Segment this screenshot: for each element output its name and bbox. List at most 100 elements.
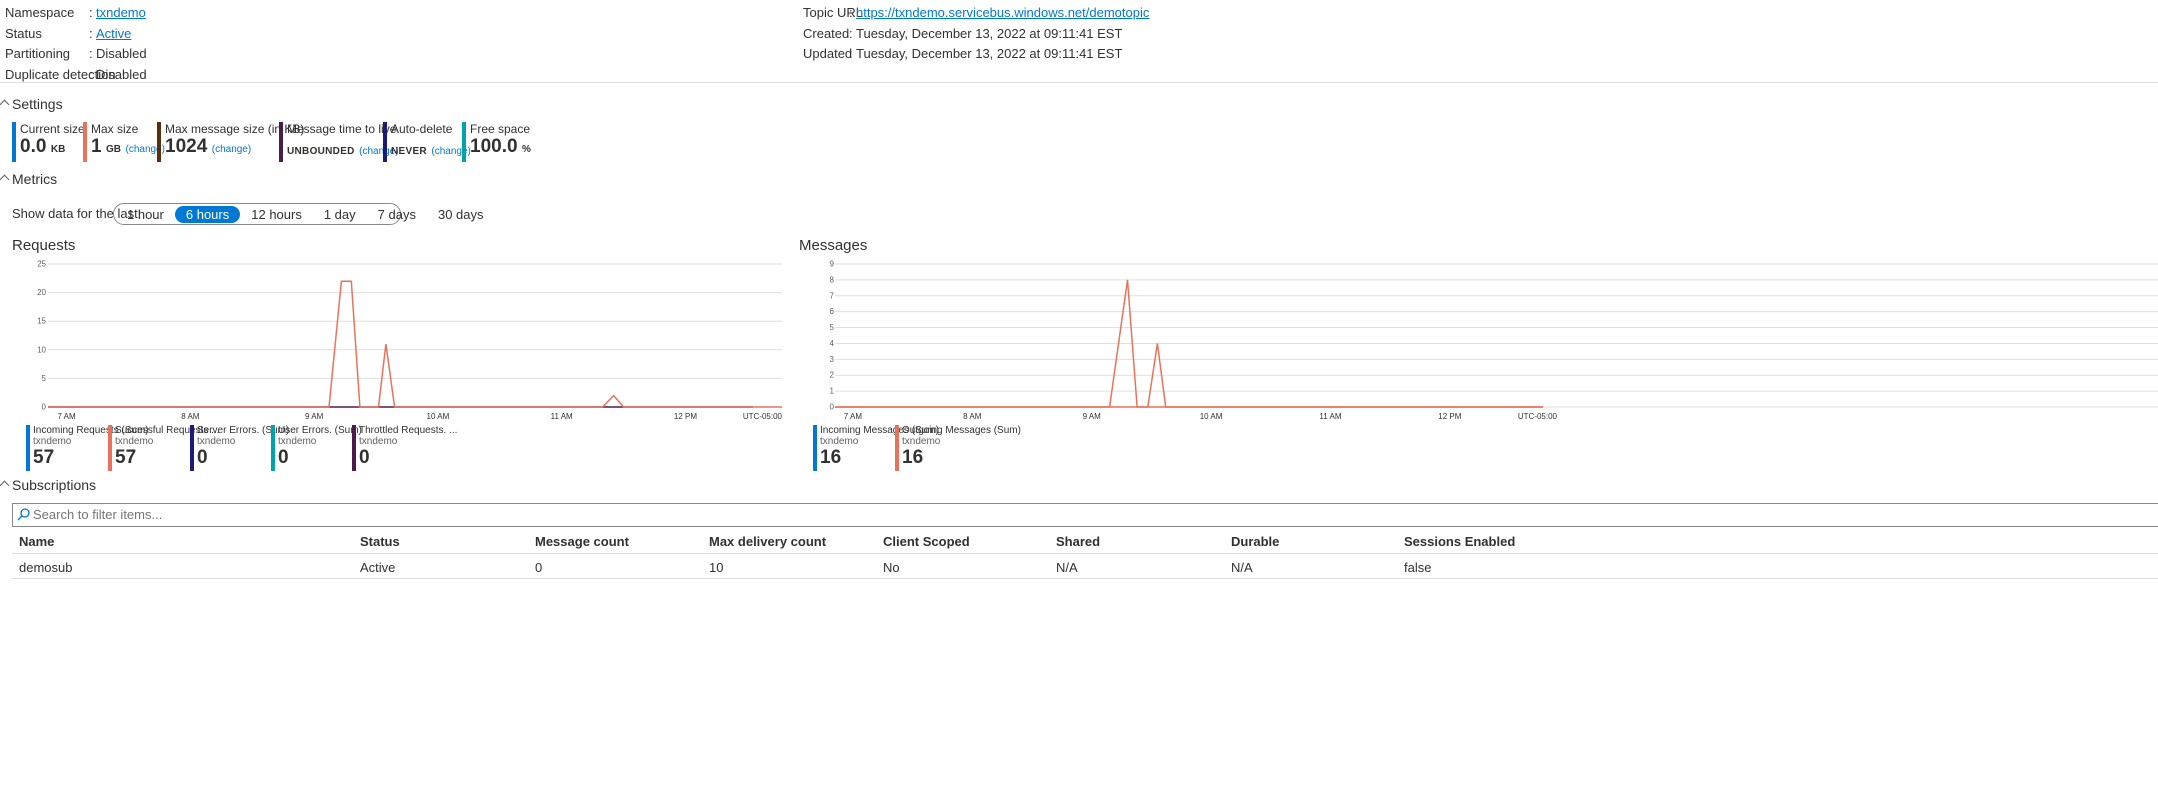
divider	[0, 82, 2158, 83]
collapse-caret-icon[interactable]	[0, 99, 10, 110]
col-sessions-enabled[interactable]: Sessions Enabled	[1404, 534, 1516, 549]
legend-item[interactable]: Incoming Requests (Sum) txndemo 57	[26, 425, 149, 471]
y-tick-label: 1	[830, 387, 835, 396]
x-tick-label: 7 AM	[57, 412, 76, 421]
tile-value: UNBOUNDED	[287, 146, 355, 157]
legend-resource: txndemo	[820, 436, 859, 447]
tile-color-bar	[279, 122, 283, 162]
namespace-link[interactable]: txndemo	[96, 5, 146, 20]
legend-resource: txndemo	[115, 436, 154, 447]
range-6-hours[interactable]: 6 hours	[174, 205, 241, 223]
range-1-day[interactable]: 1 day	[323, 206, 356, 222]
col-durable[interactable]: Durable	[1231, 534, 1280, 549]
tile-label: Current size	[20, 122, 85, 136]
tile-max-message-size: Max message size (in KB) 1024 (change)	[157, 122, 304, 162]
legend-value: 57	[115, 447, 137, 468]
tile-color-bar	[157, 122, 161, 162]
x-tick-label: 9 AM	[305, 412, 324, 421]
change-max-message-size-link[interactable]: (change)	[211, 144, 252, 155]
tile-unit: KB	[50, 144, 66, 155]
row-divider	[12, 578, 2158, 579]
messages-chart-title: Messages	[799, 237, 868, 254]
collapse-caret-icon[interactable]	[0, 174, 10, 185]
y-tick-label: 9	[830, 260, 835, 269]
col-name[interactable]: Name	[19, 534, 55, 549]
x-tick-label: 10 AM	[427, 412, 450, 421]
separator: :	[89, 26, 93, 41]
col-max-delivery-count[interactable]: Max delivery count	[709, 534, 827, 549]
namespace-label: Namespace	[5, 5, 75, 20]
tile-label: Max size	[91, 122, 139, 136]
created-label: Created	[803, 26, 850, 41]
legend-color-bar	[352, 425, 356, 471]
cell-max-delivery-count: 10	[709, 560, 724, 575]
separator: :	[89, 5, 93, 20]
legend-color-bar	[190, 425, 194, 471]
change-max-size-link[interactable]: (change)	[125, 144, 165, 155]
tile-label: Auto-delete	[391, 122, 453, 136]
time-range-selector: 1 hour 6 hours 12 hours 1 day 7 days 30 …	[113, 203, 484, 225]
legend-color-bar	[895, 425, 899, 471]
y-tick-label: 10	[37, 345, 46, 354]
x-tick-label: 11 AM	[551, 412, 573, 421]
filter-search-input[interactable]	[31, 506, 635, 523]
col-shared[interactable]: Shared	[1056, 534, 1101, 549]
range-12-hours[interactable]: 12 hours	[251, 206, 302, 222]
timezone-label: UTC-05:00	[1518, 412, 1558, 421]
duplicate-detection-value: Disabled	[96, 67, 147, 82]
status-link[interactable]: Active	[96, 26, 132, 41]
y-tick-label: 2	[830, 371, 835, 380]
change-auto-delete-link[interactable]: (change)	[431, 146, 471, 157]
duplicate-detection-label: Duplicate detection	[5, 67, 116, 82]
messages-chart[interactable]: 0 1 2 3 4 5 6 7 8 9 7 AM 8 AM 9 AM 10 AM 11 AM 12 PM UTC…	[790, 255, 2158, 425]
partitioning-value: Disabled	[96, 46, 147, 61]
legend-item[interactable]: User Errors. (Sum) txndemo 0	[271, 425, 362, 471]
col-client-scoped[interactable]: Client Scoped	[883, 534, 970, 549]
cell-durable: N/A	[1231, 560, 1253, 575]
change-ttl-link[interactable]: (change)	[359, 146, 399, 157]
range-1-hour[interactable]: 1 hour	[127, 206, 164, 222]
tile-max-size: Max size 1 GB (change)	[83, 122, 165, 162]
requests-chart-title: Requests	[12, 237, 76, 254]
requests-chart[interactable]: 0 5 10 15 20 25 7 AM 8 AM 9 AM 10 AM 11 AM 12 PM UTC…	[0, 255, 790, 425]
y-tick-label: 5	[830, 323, 835, 332]
tile-color-bar	[383, 122, 387, 162]
legend-value: 0	[197, 447, 208, 468]
tile-current-size: Current size 0.0 KB	[12, 122, 85, 162]
col-message-count[interactable]: Message count	[535, 534, 629, 549]
updated-value: Tuesday, December 13, 2022 at 09:11:41 E…	[856, 46, 1123, 61]
y-tick-label: 15	[37, 317, 46, 326]
tile-unit: GB	[106, 144, 122, 155]
collapse-caret-icon[interactable]	[0, 480, 10, 491]
legend-series-name: Outgoing Messages (Sum)	[902, 425, 1021, 436]
separator: :	[849, 26, 853, 41]
legend-item[interactable]: Successful Requests ... txndemo 57	[108, 425, 220, 471]
col-status[interactable]: Status	[360, 534, 400, 549]
x-tick-label: 7 AM	[844, 412, 863, 421]
range-30-days[interactable]: 30 days	[437, 206, 484, 222]
legend-item[interactable]: Server Errors. (Sum) txndemo 0	[190, 425, 289, 471]
legend-series-name: Incoming Requests (Sum)	[33, 425, 149, 436]
legend-item[interactable]: Throttled Requests. ... txndemo 0	[352, 425, 457, 471]
y-tick-label: 8	[830, 275, 835, 284]
tile-color-bar	[12, 122, 16, 162]
legend-value: 16	[902, 447, 924, 468]
range-7-days[interactable]: 7 days	[377, 206, 416, 222]
subscription-name-link[interactable]: demosub	[19, 560, 73, 575]
tile-value: 0.0	[20, 136, 47, 157]
legend-item[interactable]: Incoming Messages (Sum) txndemo 16	[813, 425, 939, 471]
series-line	[835, 279, 1543, 408]
x-tick-label: 10 AM	[1200, 412, 1223, 421]
topic-url-link[interactable]: https://txndemo.servicebus.windows.net/d…	[856, 5, 1150, 20]
legend-value: 57	[33, 447, 55, 468]
legend-item[interactable]: Outgoing Messages (Sum) txndemo 16	[895, 425, 1021, 471]
legend-series-name: Successful Requests ...	[115, 425, 220, 436]
filter-search-box[interactable]	[12, 503, 2158, 527]
legend-value: 0	[359, 447, 370, 468]
status-label: Status	[5, 26, 42, 41]
y-tick-label: 25	[37, 260, 46, 269]
settings-heading: Settings	[12, 96, 63, 112]
y-tick-label: 0	[830, 403, 835, 412]
legend-color-bar	[108, 425, 112, 471]
legend-resource: txndemo	[278, 436, 317, 447]
